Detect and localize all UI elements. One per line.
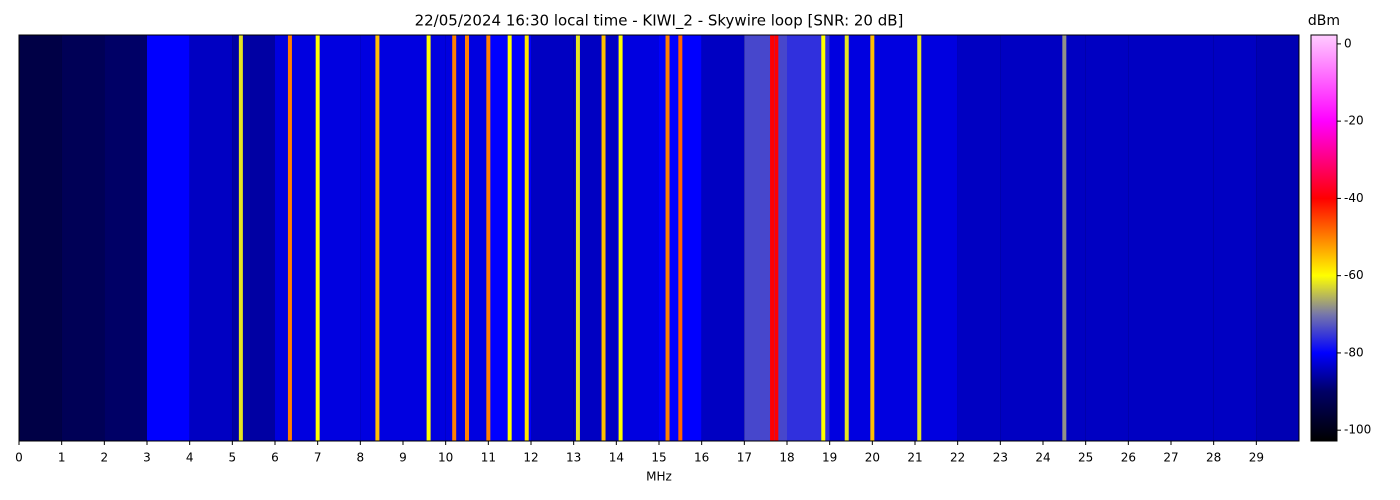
background-band	[1213, 35, 1257, 441]
x-tick-label: 21	[907, 451, 922, 465]
x-tick-label: 27	[1163, 451, 1178, 465]
background-band	[616, 35, 659, 441]
background-band	[744, 35, 787, 441]
signal-trace	[238, 35, 243, 441]
background-band	[232, 35, 275, 441]
background-band	[531, 35, 574, 441]
x-axis-label: MHz	[646, 470, 672, 484]
background-band	[1171, 35, 1214, 441]
x-tick-label: 14	[609, 451, 624, 465]
signal-trace	[618, 35, 623, 441]
background-band	[317, 35, 361, 441]
colorbar-tick-label: 0	[1344, 36, 1352, 50]
x-tick-label: 29	[1249, 451, 1264, 465]
background-band	[573, 35, 617, 441]
background-band	[701, 35, 745, 441]
x-tick-label: 17	[737, 451, 752, 465]
background-band	[915, 35, 958, 441]
x-tick-label: 22	[950, 451, 965, 465]
signal-trace	[770, 35, 775, 441]
background-band	[275, 35, 318, 441]
background-band	[1256, 35, 1299, 441]
background-band	[360, 35, 403, 441]
signal-trace	[1062, 35, 1067, 441]
x-tick-label: 16	[694, 451, 709, 465]
x-tick-label: 9	[399, 451, 407, 465]
x-tick-label: 1	[58, 451, 66, 465]
x-tick-label: 7	[314, 451, 322, 465]
x-tick-label: 4	[186, 451, 194, 465]
colorbar	[1310, 34, 1338, 442]
x-tick-label: 11	[481, 451, 496, 465]
x-tick-label: 19	[822, 451, 837, 465]
signal-trace	[452, 35, 457, 441]
x-tick-label: 26	[1121, 451, 1136, 465]
background-band	[1000, 35, 1043, 441]
x-tick-label: 2	[101, 451, 109, 465]
x-tick-label: 6	[271, 451, 279, 465]
background-band	[147, 35, 190, 441]
colorbar-label: dBm	[1308, 13, 1340, 29]
x-tick-label: 28	[1206, 451, 1221, 465]
signal-trace	[844, 35, 849, 441]
background-band	[1085, 35, 1129, 441]
signal-trace	[524, 35, 529, 441]
signal-trace	[375, 35, 380, 441]
x-tick-label: 24	[1035, 451, 1050, 465]
signal-trace	[870, 35, 875, 441]
background-band	[19, 35, 62, 441]
x-tick-label: 5	[229, 451, 237, 465]
x-tick-label: 0	[15, 451, 23, 465]
x-tick-label: 12	[523, 451, 538, 465]
plot-area	[19, 35, 1299, 441]
colorbar-tick-label: -80	[1344, 345, 1364, 359]
x-tick-label: 13	[566, 451, 581, 465]
signal-trace	[426, 35, 431, 441]
signal-trace	[465, 35, 469, 441]
signal-trace	[665, 35, 670, 441]
signal-trace	[287, 35, 292, 441]
background-band	[61, 35, 105, 441]
signal-trace	[678, 35, 683, 441]
x-tick-label: 23	[993, 451, 1008, 465]
colorbar-tick-label: -40	[1344, 191, 1364, 205]
background-band	[957, 35, 1001, 441]
colorbar-tick-label: -20	[1344, 114, 1364, 128]
x-tick-label: 15	[651, 451, 666, 465]
x-tick-label: 20	[865, 451, 880, 465]
signal-trace	[821, 35, 826, 441]
signal-trace	[507, 35, 512, 441]
signal-trace	[315, 35, 320, 441]
colorbar-tick-label: -60	[1344, 268, 1364, 282]
x-tick-label: 25	[1078, 451, 1093, 465]
background-band	[104, 35, 147, 441]
signal-trace	[486, 35, 491, 441]
background-band	[872, 35, 915, 441]
signal-trace	[601, 35, 606, 441]
signal-trace	[774, 35, 779, 441]
x-tick-label: 18	[779, 451, 794, 465]
colorbar-tick-label: -100	[1344, 423, 1371, 437]
background-band	[1128, 35, 1171, 441]
x-tick-label: 3	[143, 451, 151, 465]
signal-trace	[575, 35, 580, 441]
x-tick-label: 8	[357, 451, 365, 465]
x-tick-label: 10	[438, 451, 453, 465]
chart-title: 22/05/2024 16:30 local time - KIWI_2 - S…	[415, 12, 904, 31]
signal-trace	[917, 35, 922, 441]
background-band	[189, 35, 233, 441]
background-band	[829, 35, 873, 441]
background-band	[403, 35, 446, 441]
